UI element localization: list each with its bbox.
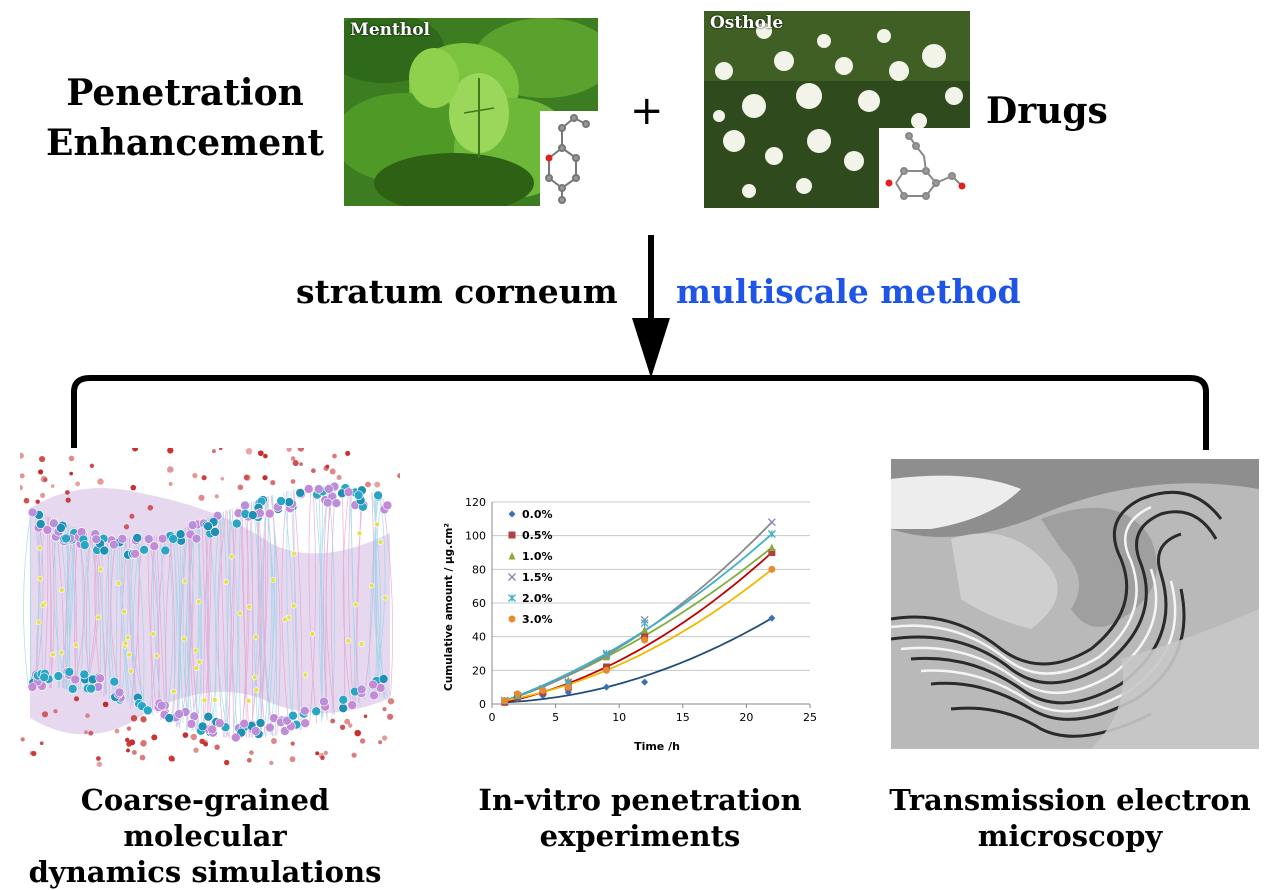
legend-label: 0.5% xyxy=(522,529,553,542)
chart-tick-labels: 0 20 40 60 80 100 120 0 5 10 15 20 25 xyxy=(465,496,817,724)
y-tick-label: 120 xyxy=(465,496,486,509)
data-point xyxy=(641,636,649,644)
experiment-caption: In-vitro penetration experiments xyxy=(460,782,820,854)
data-point xyxy=(768,543,776,551)
chart-x-axis-label: Time /h xyxy=(634,740,680,753)
osthole-label: Osthole xyxy=(710,13,784,33)
x-tick-label: 20 xyxy=(739,711,753,724)
x-tick-label: 15 xyxy=(676,711,690,724)
drugs-label: Drugs xyxy=(986,90,1108,132)
cgmd-simulation-image xyxy=(17,445,403,768)
branch-bracket xyxy=(71,375,1209,450)
chart-axes xyxy=(491,502,811,708)
legend-marker xyxy=(508,531,516,539)
data-point xyxy=(602,666,610,674)
experiment-caption-line-2: experiments xyxy=(539,819,741,853)
data-point xyxy=(767,518,776,527)
tem-caption-line-1: Transmission electron xyxy=(889,783,1251,817)
tem-image xyxy=(891,459,1259,749)
data-point xyxy=(501,697,509,705)
tem-caption: Transmission electron microscopy xyxy=(880,782,1260,854)
menthol-photo: Menthol xyxy=(344,18,598,206)
title-line-2: Enhancement xyxy=(46,122,324,164)
legend-marker xyxy=(508,552,516,560)
experiment-caption-line-1: In-vitro penetration xyxy=(478,783,802,817)
legend-marker xyxy=(508,615,516,623)
x-tick-label: 25 xyxy=(803,711,817,724)
trend-line xyxy=(504,617,773,704)
legend-marker xyxy=(508,510,516,518)
data-point xyxy=(513,690,521,698)
data-point xyxy=(767,530,776,538)
tem-micrograph xyxy=(891,459,1259,749)
lipid-bilayer-render xyxy=(17,445,403,768)
cgmd-caption-line-2: dynamics simulations xyxy=(28,855,382,889)
data-point xyxy=(602,683,610,691)
flow-arrow-bracket xyxy=(71,235,1209,450)
legend-label: 1.5% xyxy=(522,571,553,584)
data-point xyxy=(602,649,611,658)
data-point xyxy=(768,614,776,622)
osthole-photo: Osthole xyxy=(704,11,970,208)
mint-leaves-image xyxy=(344,18,598,206)
legend-label: 2.0% xyxy=(522,592,553,605)
menthol-label: Menthol xyxy=(350,20,431,40)
legend-marker xyxy=(508,573,516,581)
trend-line xyxy=(504,568,773,702)
chart-legend: 0.0% 0.5% 1.0% 1.5% 2.0% 3.0% xyxy=(508,508,553,626)
data-point xyxy=(641,678,649,686)
data-point xyxy=(539,687,547,695)
chart-y-axis-label: Cumulative amount / μg.cm² xyxy=(443,523,455,691)
data-point xyxy=(564,683,572,691)
legend-label: 0.0% xyxy=(522,508,553,521)
y-tick-label: 60 xyxy=(472,597,486,610)
x-tick-label: 10 xyxy=(612,711,626,724)
y-tick-label: 20 xyxy=(472,664,486,677)
legend-label: 1.0% xyxy=(522,550,553,563)
osthole-flowers-image xyxy=(704,11,970,208)
cgmd-caption: Coarse-grained molecular dynamics simula… xyxy=(0,782,410,890)
data-point xyxy=(768,565,776,573)
title-line-1: Penetration xyxy=(66,72,304,114)
x-tick-label: 0 xyxy=(489,711,496,724)
data-point xyxy=(768,549,776,556)
x-tick-label: 5 xyxy=(552,711,559,724)
data-point xyxy=(641,625,649,634)
cgmd-caption-line-1: Coarse-grained molecular xyxy=(80,783,330,853)
legend-label: 3.0% xyxy=(522,613,553,626)
tem-caption-line-2: microscopy xyxy=(977,819,1163,853)
legend-marker xyxy=(508,594,516,602)
y-tick-label: 0 xyxy=(479,698,486,711)
penetration-chart: 0 20 40 60 80 100 120 0 5 10 15 20 25 0.0% 0.5% 1.0% 1.… xyxy=(443,496,817,753)
trend-line xyxy=(504,533,773,702)
chart-trend-lines xyxy=(504,521,773,704)
stratum-corneum-label: stratum corneum xyxy=(296,272,618,311)
y-tick-label: 80 xyxy=(472,563,486,576)
y-tick-label: 40 xyxy=(472,631,486,644)
data-point xyxy=(640,619,649,628)
y-tick-label: 100 xyxy=(465,530,486,543)
chart-points xyxy=(500,518,776,706)
trend-line xyxy=(504,521,773,702)
multiscale-method-label: multiscale method xyxy=(676,272,1021,311)
penetration-enhancement-title: Penetration Enhancement xyxy=(40,68,330,168)
down-arrow-head xyxy=(632,318,670,378)
plus-sign: + xyxy=(630,88,664,134)
